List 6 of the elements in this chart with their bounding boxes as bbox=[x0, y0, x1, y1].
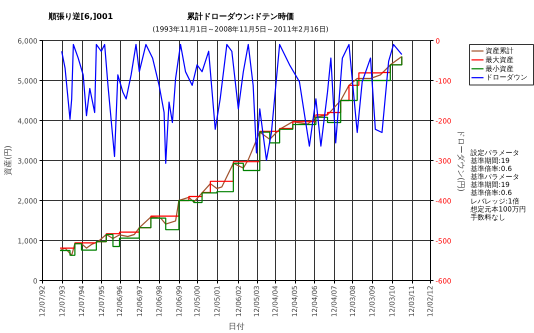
y-axis-title: 資産(円) bbox=[3, 145, 12, 176]
y2-axis-title: ドローダウン(円) bbox=[456, 129, 466, 192]
x-axis-title: 日付 bbox=[228, 322, 244, 331]
text: 順張り逆[6,]001 bbox=[48, 12, 114, 21]
chart-title: 累計ドローダウン:ドテン時価 bbox=[186, 12, 294, 21]
line-series bbox=[61, 44, 402, 164]
